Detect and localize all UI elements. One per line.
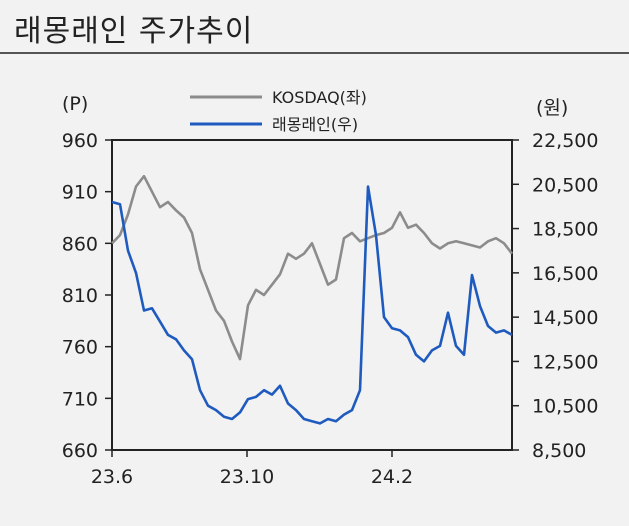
series-line-raemongraein [111,185,513,425]
left-tick-label: 860 [62,233,98,255]
x-tick-label: 24.2 [371,466,413,488]
left-tick-label: 910 [62,182,98,204]
right-tick-label: 8,500 [532,440,586,462]
left-tick-label: 810 [62,285,98,307]
right-tick-label: 12,500 [532,351,598,373]
left-axis-unit: (P) [62,93,88,115]
left-tick-label: 960 [62,130,98,152]
left-tick-label: 710 [62,388,98,410]
x-tick-label: 23.6 [91,466,133,488]
x-tick-label: 23.10 [220,466,274,488]
legend-label-kosdaq: KOSDAQ(좌) [272,88,367,107]
right-tick-label: 22,500 [532,130,598,152]
right-tick-label: 14,500 [532,307,598,329]
right-tick-label: 10,500 [532,396,598,418]
left-tick-label: 660 [62,440,98,462]
page-title: 래몽래인 주가추이 [14,14,254,49]
right-tick-label: 16,500 [532,263,598,285]
left-tick-label: 760 [62,337,98,359]
right-tick-label: 18,500 [532,219,598,241]
right-tick-label: 20,500 [532,174,598,196]
legend-label-raemongraein: 래몽래인(우) [272,115,358,134]
plot-frame [111,139,513,451]
title-divider [0,52,629,54]
right-axis-unit: (원) [536,97,568,119]
series-line-kosdaq [111,174,514,361]
